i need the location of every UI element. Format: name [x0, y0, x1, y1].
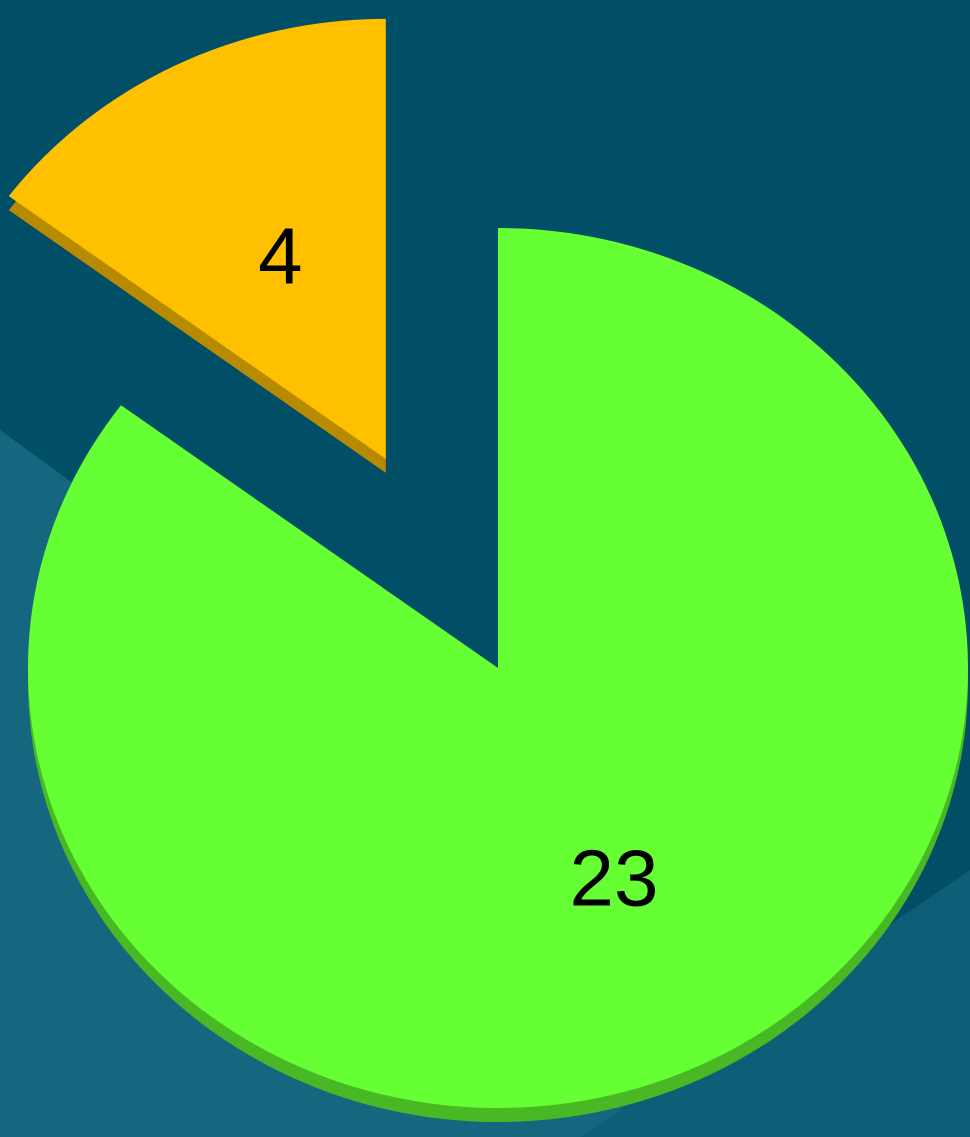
pie: 4 23: [8, 18, 968, 1122]
data-label: 4: [258, 211, 303, 300]
slice: [28, 228, 968, 1109]
data-label: 23: [570, 833, 659, 922]
slice: [8, 18, 386, 459]
